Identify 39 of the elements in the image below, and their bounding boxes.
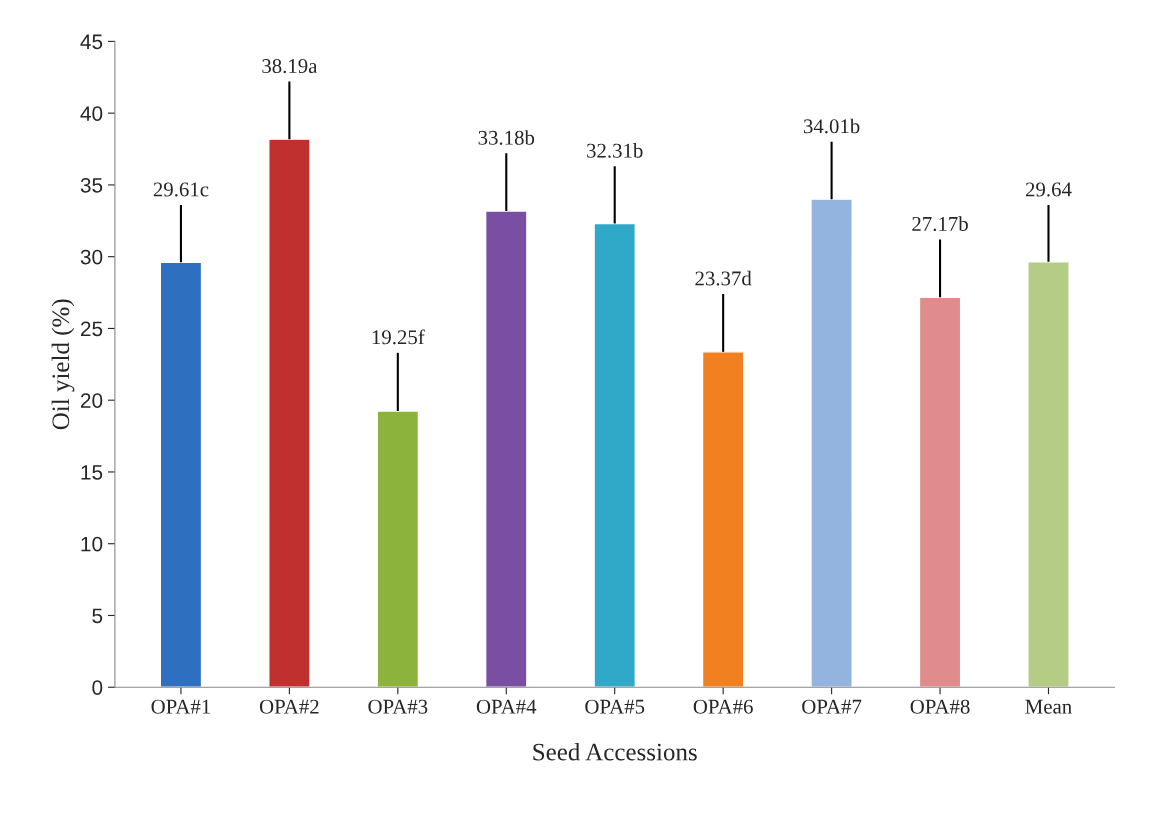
data-label: 38.19a [262, 58, 318, 74]
y-axis-title: Oil yield (%) [51, 299, 75, 430]
x-tick-label: Mean [1025, 699, 1072, 714]
data-label: 34.01b [803, 118, 860, 134]
data-label: 32.31b [587, 143, 643, 158]
y-tick-label: 20 [80, 393, 103, 408]
bar [918, 296, 962, 688]
y-tick-label: 10 [81, 536, 103, 552]
y-tick-label: 45 [80, 34, 103, 50]
x-tick-label: OPA#2 [259, 699, 319, 714]
y-tick-label: 40 [80, 106, 103, 121]
data-label: 23.37d [695, 270, 752, 286]
bar [701, 351, 745, 688]
x-tick-label: OPA#8 [910, 699, 970, 714]
bar [484, 210, 528, 688]
x-tick-label: OPA#3 [368, 699, 428, 714]
x-tick-label: OPA#5 [585, 699, 645, 714]
x-axis-title: Seed Accessions [533, 742, 697, 761]
bar [268, 138, 311, 688]
bar [1027, 261, 1070, 688]
bar [159, 261, 203, 688]
x-tick-label: OPA#4 [476, 699, 537, 714]
y-tick-label: 30 [80, 249, 103, 265]
data-label: 19.25f [372, 329, 425, 345]
data-label: 29.64 [1025, 182, 1072, 197]
data-label: 27.17b [912, 216, 968, 232]
bar [593, 222, 637, 688]
data-label: 33.18b [478, 130, 535, 145]
y-tick-label: 5 [92, 608, 103, 624]
bar [810, 198, 853, 688]
y-tick-label: 35 [80, 177, 103, 193]
x-tick-label: OPA#7 [802, 699, 862, 714]
x-tick-label: OPA#6 [693, 699, 753, 714]
y-tick-label: 25 [80, 321, 103, 337]
y-tick-label: 0 [92, 680, 103, 695]
data-label: 29.61c [153, 182, 209, 197]
x-tick-label: OPA#1 [151, 699, 210, 714]
bar [376, 410, 420, 688]
y-tick-label: 15 [81, 465, 103, 480]
